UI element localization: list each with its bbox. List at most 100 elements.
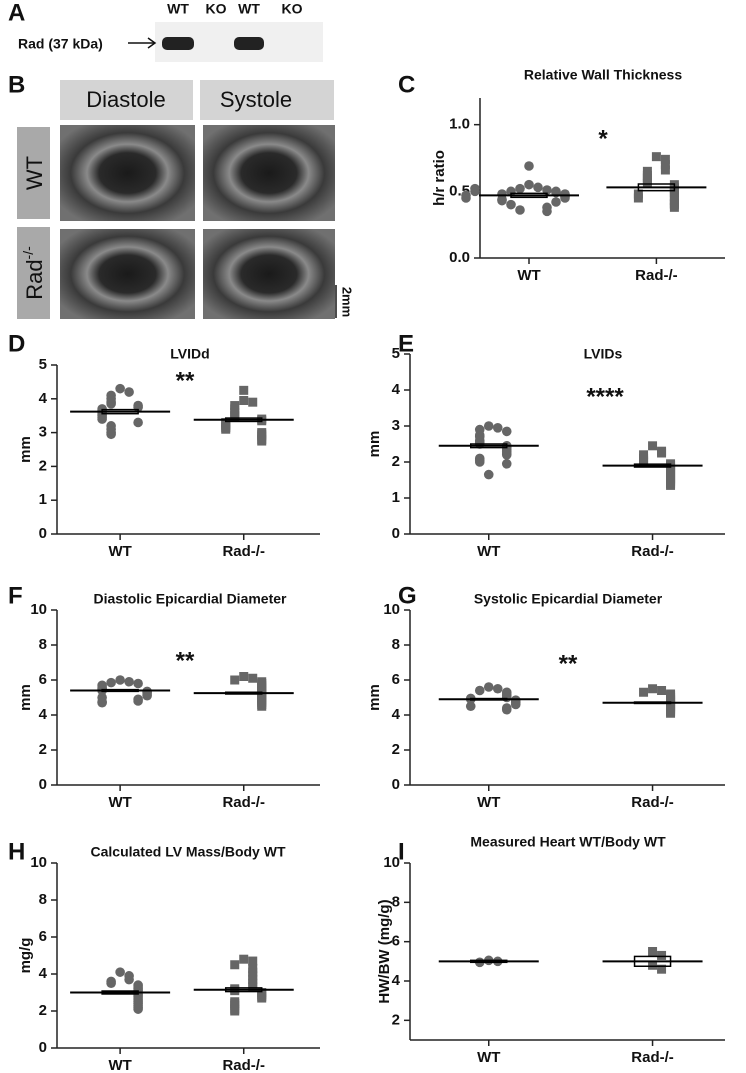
panel-letter: H (8, 838, 25, 865)
y-axis-label: HW/BW (mg/g) (376, 899, 393, 1003)
chart-title: Measured Heart WT/Body WT (470, 834, 666, 850)
y-tick-label: 10 (30, 601, 47, 618)
data-point (248, 982, 258, 992)
data-point (115, 675, 125, 685)
chart-title: LVIDs (584, 346, 623, 362)
sem-bar (510, 192, 548, 199)
data-point (133, 696, 143, 706)
data-point (669, 202, 679, 212)
echo-image (60, 229, 195, 319)
echo-image (60, 125, 195, 221)
data-point (660, 165, 670, 175)
y-tick-label: 4 (39, 706, 48, 723)
data-point (221, 424, 231, 434)
panel-letter: D (8, 330, 25, 357)
data-point (465, 701, 476, 712)
data-point (657, 964, 667, 974)
chart-title: Calculated LV Mass/Body WT (91, 844, 286, 860)
column-header: Diastole (86, 87, 165, 112)
y-axis-label: mm (366, 431, 383, 458)
panel-letter: G (398, 582, 417, 609)
y-tick-label: 2 (392, 453, 400, 470)
y-tick-label: 10 (30, 854, 47, 871)
sem-bar (224, 691, 263, 695)
data-point (657, 448, 667, 458)
x-tick-label: WT (477, 794, 500, 811)
sem-bar (633, 463, 672, 468)
y-tick-label: 6 (392, 671, 400, 688)
data-point (497, 195, 507, 206)
data-point (133, 417, 143, 428)
y-axis-label: mm (366, 684, 383, 711)
panel-letter: F (8, 582, 23, 609)
data-point (648, 684, 658, 694)
row-header-base: Rad (22, 259, 47, 299)
y-tick-label: 0 (392, 525, 400, 542)
x-tick-label: Rad-/- (631, 543, 674, 560)
y-tick-label: 1 (392, 489, 400, 506)
y-tick-label: 2 (392, 1011, 400, 1028)
y-tick-label: 0.0 (449, 249, 470, 266)
y-tick-label: 3 (39, 424, 47, 441)
data-point (239, 395, 249, 405)
significance: **** (586, 383, 624, 410)
significance: ** (176, 367, 195, 394)
data-point (633, 193, 643, 203)
data-point (483, 469, 494, 480)
data-point (483, 421, 494, 431)
data-point (666, 708, 676, 718)
data-point (97, 414, 107, 424)
data-point (142, 690, 152, 701)
data-point (639, 457, 649, 467)
x-tick-label: WT (477, 1049, 500, 1066)
data-point (542, 185, 552, 195)
data-point (133, 1004, 143, 1014)
data-point (257, 436, 267, 446)
y-tick-label: 4 (39, 965, 48, 982)
y-tick-label: 0 (39, 525, 47, 542)
y-axis-label: h/r ratio (431, 150, 448, 206)
sem-bar (637, 183, 676, 192)
data-point (230, 960, 240, 970)
data-point (524, 179, 534, 190)
data-point (492, 683, 503, 694)
data-point (501, 704, 512, 715)
row-header-sup: -/- (20, 246, 36, 260)
column-header: Systole (220, 87, 292, 112)
sem-bar (470, 697, 508, 701)
data-point (248, 397, 258, 407)
significance: ** (176, 647, 195, 674)
data-point (660, 154, 670, 164)
scale-label: 2mm (340, 287, 355, 317)
data-point (230, 1006, 240, 1016)
data-point (506, 199, 516, 210)
x-tick-label: WT (108, 1057, 131, 1073)
y-tick-label: 8 (39, 891, 47, 908)
y-tick-label: 8 (392, 636, 400, 653)
chart-title: LVIDd (170, 346, 209, 362)
y-tick-label: 2 (39, 457, 47, 474)
x-tick-label: WT (517, 267, 540, 284)
column-header-bg (60, 80, 193, 120)
data-point (106, 399, 116, 409)
y-tick-label: 4 (39, 390, 48, 407)
data-point (515, 205, 525, 215)
data-point (115, 383, 125, 394)
echo-image (203, 229, 335, 319)
blot-band (162, 37, 194, 50)
data-point (248, 956, 258, 966)
data-point (239, 385, 249, 395)
lane-label: WT (167, 1, 189, 17)
row-header-bg (17, 127, 50, 219)
x-tick-label: Rad-/- (635, 267, 678, 284)
lane-label: KO (206, 1, 227, 17)
x-tick-label: WT (477, 543, 500, 560)
data-point (106, 978, 116, 989)
panel-letter: B (8, 71, 25, 98)
panel-letter: I (398, 838, 405, 865)
y-tick-label: 2 (39, 1002, 47, 1019)
sem-bar (633, 955, 672, 968)
chart-title: Systolic Epicardial Diameter (474, 591, 663, 607)
lane-label: WT (238, 1, 260, 17)
